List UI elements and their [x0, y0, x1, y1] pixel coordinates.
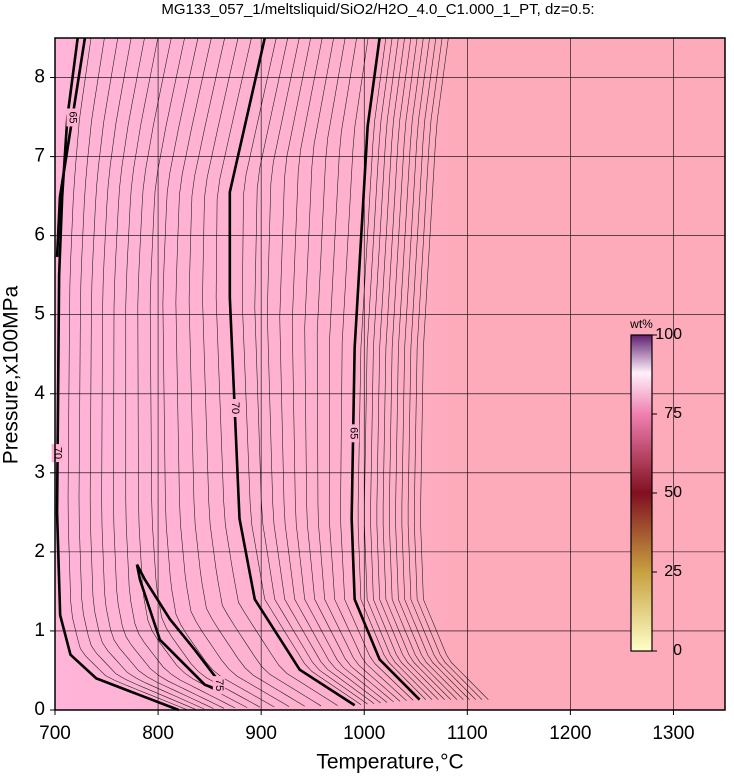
thin-contour [215, 37, 338, 706]
contour-line [350, 37, 421, 701]
thin-contour [78, 37, 196, 710]
thin-contour [376, 37, 445, 700]
thin-contour [67, 37, 188, 710]
y-tick-label: 7 [34, 146, 45, 167]
thin-contour [407, 37, 477, 700]
thin-contour [316, 37, 401, 702]
thin-contour [188, 37, 305, 707]
contour-label: 65 [67, 111, 79, 123]
x-tick-label: 800 [142, 723, 174, 744]
thin-contour [175, 37, 290, 707]
y-tick-label: 1 [34, 620, 45, 641]
thin-contour [370, 37, 439, 700]
thin-contour [266, 37, 375, 704]
thin-contour [242, 37, 362, 705]
thin-contour [279, 37, 381, 704]
thin-contour [357, 37, 427, 700]
contour-line [55, 37, 87, 258]
thin-contour [414, 37, 483, 700]
y-tick-label: 2 [34, 541, 45, 562]
colorbar-tick-label: 25 [664, 563, 682, 580]
thin-contour [254, 37, 368, 705]
thin-contour [137, 37, 248, 708]
thin-contour [420, 37, 489, 700]
x-tick-label: 1000 [343, 723, 385, 744]
contour-label-bg [212, 676, 225, 695]
colorbar-tick-label: 0 [673, 642, 682, 659]
x-tick-label: 1300 [652, 723, 694, 744]
thin-contour [113, 37, 225, 709]
plot-background [55, 38, 725, 710]
contour-line [228, 37, 356, 707]
contour-label: 70 [229, 402, 241, 414]
thin-contour [382, 37, 452, 700]
chart-title: MG133_057_1/meltsliquid/SiO2/H2O_4.0_C1.… [161, 1, 594, 18]
contour-label: 75 [213, 679, 225, 691]
thin-contour [304, 37, 394, 703]
contour-label: 70 [52, 447, 64, 459]
thin-contour [340, 37, 414, 701]
x-tick-label: 900 [245, 723, 277, 744]
x-axis-label: Temperature,°C [316, 751, 463, 774]
contour-label-bg [66, 108, 79, 127]
x-tick-label: 1100 [447, 723, 488, 744]
contour-label: 65 [347, 427, 359, 439]
thin-contour [162, 37, 275, 708]
thin-contour [395, 37, 464, 700]
y-tick-label: 8 [34, 67, 45, 88]
y-tick-label: 5 [34, 304, 45, 325]
y-tick-label: 3 [34, 462, 45, 483]
colorbar-tick-label: 50 [664, 484, 682, 501]
thin-contour [125, 37, 236, 709]
thin-contour [101, 37, 214, 709]
y-tick-label: 6 [34, 225, 45, 246]
contour-label-bg [347, 424, 360, 443]
thin-contour [202, 37, 322, 707]
plot-frame [54, 37, 726, 711]
y-tick-label: 4 [34, 383, 45, 404]
x-tick-label: 1200 [549, 723, 591, 744]
colorbar-label: wt% [629, 317, 653, 331]
colorbar-tick-label: 100 [655, 326, 682, 343]
thin-contour [149, 37, 261, 708]
thin-contour [401, 37, 470, 700]
y-axis-label: Pressure,x100MPa [0, 285, 23, 464]
thin-contour [89, 37, 205, 710]
colorbar [630, 334, 653, 652]
y-tick-label: 0 [34, 699, 45, 720]
thin-contour [389, 37, 458, 700]
colorbar-tick-label: 75 [664, 405, 682, 422]
x-tick-label: 700 [39, 723, 71, 744]
contour-label-bg [228, 398, 241, 417]
thin-contour [291, 37, 388, 703]
